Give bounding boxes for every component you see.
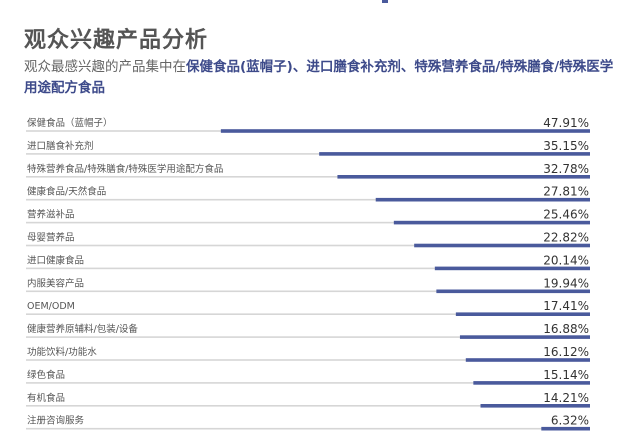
category-label: 绿色食品 bbox=[27, 369, 65, 381]
category-label: OEM/ODM bbox=[27, 301, 75, 312]
bar bbox=[473, 381, 590, 385]
row-separator bbox=[26, 313, 590, 315]
subtitle-highlight: 保健食品(蓝帽子)、进口膳食补充剂、特殊营养食品/特殊膳食/特殊医学用途配方食品 bbox=[24, 59, 614, 96]
value-label: 15.14% bbox=[543, 368, 589, 382]
value-label: 22.82% bbox=[543, 231, 589, 245]
row-separator bbox=[26, 198, 590, 201]
bar bbox=[480, 404, 590, 408]
bar bbox=[455, 312, 590, 316]
category-label: 内服美容产品 bbox=[27, 277, 84, 289]
row-separator bbox=[26, 290, 590, 293]
category-label: 功能饮料/功能水 bbox=[27, 346, 97, 358]
bar bbox=[375, 197, 590, 202]
row-separator bbox=[26, 427, 590, 430]
value-label: 20.14% bbox=[543, 253, 589, 267]
value-label: 47.91% bbox=[543, 116, 589, 130]
value-label: 35.15% bbox=[543, 139, 589, 153]
category-label: 进口膳食补充剂 bbox=[27, 140, 94, 152]
value-label: 17.41% bbox=[543, 299, 589, 313]
bar bbox=[319, 152, 590, 156]
value-label: 32.78% bbox=[543, 162, 589, 176]
category-label: 营养滋补品 bbox=[27, 209, 75, 221]
category-label: 特殊营养食品/特殊膳食/特殊医学用途配方食品 bbox=[27, 163, 223, 175]
category-label: 健康营养原辅料/包装/设备 bbox=[27, 323, 138, 335]
category-label: 健康食品/天然食品 bbox=[27, 186, 106, 198]
bar bbox=[465, 358, 590, 362]
value-label: 16.88% bbox=[543, 322, 589, 336]
category-label: 母婴营养品 bbox=[27, 232, 75, 244]
row-separator bbox=[26, 153, 590, 155]
value-label: 14.21% bbox=[543, 391, 589, 405]
bar bbox=[393, 220, 590, 225]
row-separator bbox=[26, 176, 590, 178]
bar bbox=[434, 266, 590, 271]
value-label: 27.81% bbox=[543, 185, 589, 199]
bar bbox=[541, 426, 590, 431]
row-separator bbox=[26, 267, 590, 270]
value-label: 25.46% bbox=[543, 208, 589, 222]
page-subtitle: 观众最感兴趣的产品集中在保健食品(蓝帽子)、进口膳食补充剂、特殊营养食品/特殊膳… bbox=[24, 57, 614, 99]
row-separator bbox=[26, 221, 590, 224]
row-separator bbox=[26, 130, 590, 132]
category-label: 有机食品 bbox=[27, 392, 65, 404]
category-label: 进口健康食品 bbox=[27, 254, 84, 266]
bar bbox=[436, 289, 590, 294]
row-separator bbox=[26, 336, 590, 338]
subtitle-text: 观众最感兴趣的产品集中在 bbox=[24, 59, 186, 75]
bar bbox=[337, 175, 590, 179]
value-label: 16.12% bbox=[543, 345, 589, 359]
bar bbox=[220, 129, 591, 133]
row-separator bbox=[26, 382, 590, 384]
value-label: 6.32% bbox=[551, 414, 589, 428]
row-separator bbox=[26, 244, 590, 247]
category-label: 注册咨询服务 bbox=[27, 415, 85, 427]
row-separator bbox=[26, 405, 590, 407]
page-title: 观众兴趣产品分析 bbox=[24, 28, 209, 53]
value-label: 19.94% bbox=[543, 276, 589, 290]
bar bbox=[459, 335, 590, 339]
category-label: 保健食品（蓝帽子） bbox=[27, 117, 113, 129]
row-separator bbox=[26, 359, 590, 361]
top-decoration-mark bbox=[382, 0, 388, 3]
bar bbox=[414, 243, 590, 248]
